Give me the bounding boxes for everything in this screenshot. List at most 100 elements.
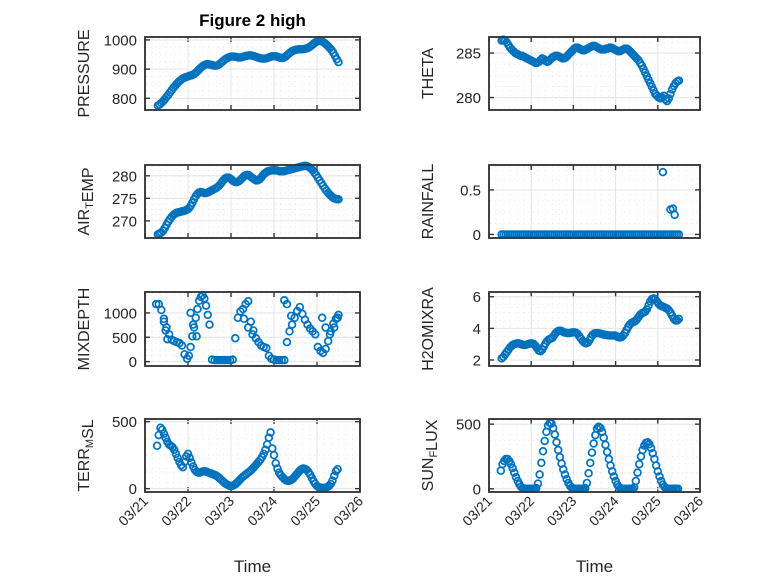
data-point — [269, 450, 279, 460]
data-point — [191, 313, 200, 323]
data-point — [186, 308, 195, 318]
data-point — [266, 428, 275, 437]
data-point — [644, 301, 653, 310]
data-point — [672, 316, 682, 325]
plot-frame — [488, 164, 701, 239]
subplot-mid-upper-left: 270 275 280 AIRTEMP — [76, 161, 361, 239]
subplot-top-left: 800 900 1000 PRESSURE — [76, 29, 361, 118]
data-point — [584, 469, 593, 478]
data-point — [642, 305, 652, 314]
data-point — [552, 438, 561, 447]
y-tick-label: 0 — [129, 481, 137, 498]
data-point — [151, 299, 161, 309]
data-point — [273, 464, 282, 473]
data-point — [508, 463, 517, 473]
x-tick-label: 03/21 — [459, 493, 495, 529]
y-tick-label: 500 — [112, 414, 137, 431]
data-series — [151, 291, 343, 365]
figure-title: Figure 2 high — [199, 11, 306, 30]
x-tick-label: 03/22 — [501, 493, 537, 529]
data-point — [177, 341, 187, 350]
x-tick-label: 03/23 — [201, 493, 237, 529]
data-point — [248, 330, 257, 339]
data-point — [295, 302, 305, 312]
data-point — [670, 210, 679, 220]
x-tick-label: 03/26 — [670, 493, 706, 529]
data-point — [287, 320, 297, 329]
data-point — [178, 462, 188, 472]
data-point — [173, 453, 182, 463]
plot-frame — [144, 36, 361, 111]
y-axis-label: PRESSURE — [76, 29, 93, 117]
data-point — [328, 476, 337, 485]
data-point — [218, 355, 227, 365]
data-point — [157, 305, 166, 315]
data-point — [272, 355, 281, 365]
data-point — [220, 355, 230, 365]
y-tick-label: 280 — [112, 168, 137, 185]
data-point — [638, 445, 647, 455]
subplot-mid-lower-right: 2 4 6 H2OMIXRA — [420, 287, 701, 371]
data-point — [646, 443, 656, 453]
data-point — [586, 458, 595, 468]
x-tick-label: 03/25 — [287, 493, 323, 529]
data-point — [188, 320, 198, 329]
data-series — [153, 161, 343, 239]
data-point — [666, 89, 675, 99]
data-point — [205, 320, 214, 329]
x-tick-label: 03/23 — [543, 493, 579, 529]
data-point — [334, 195, 343, 204]
data-point — [277, 355, 286, 365]
data-point — [510, 468, 519, 477]
data-point — [537, 458, 546, 468]
data-point — [560, 470, 570, 479]
data-point — [631, 476, 641, 486]
y-tick-label: 270 — [112, 213, 137, 230]
plot-frame — [488, 291, 701, 367]
data-point — [607, 467, 617, 476]
data-point — [589, 439, 598, 448]
y-axis-label: H2OMIXRA — [420, 287, 437, 371]
subplot-top-right: 280 285 THETA — [420, 35, 701, 111]
data-point — [333, 313, 342, 323]
data-point — [239, 314, 249, 324]
y-axis-label: SUNFLUX — [420, 419, 441, 491]
y-axis-label: RAINFALL — [420, 164, 437, 240]
data-point — [674, 76, 684, 85]
data-point — [212, 355, 222, 365]
data-series — [153, 36, 343, 110]
y-axis-label: MIXDEPTH — [76, 288, 93, 371]
data-point — [329, 323, 339, 332]
data-point — [550, 430, 560, 439]
data-point — [159, 429, 169, 438]
y-tick-label: 275 — [112, 191, 137, 208]
data-point — [582, 478, 592, 488]
data-point — [159, 317, 169, 326]
data-point — [157, 425, 167, 434]
data-point — [152, 441, 162, 451]
data-point — [664, 94, 674, 103]
x-tick-label: 03/24 — [586, 493, 622, 529]
data-point — [161, 326, 170, 335]
x-tick-label: 03/26 — [330, 493, 366, 529]
data-point — [321, 323, 330, 332]
data-point — [231, 334, 240, 343]
y-tick-label: 500 — [112, 330, 137, 347]
data-point — [653, 467, 663, 476]
data-point — [193, 304, 202, 314]
data-point — [282, 337, 292, 347]
data-point — [156, 423, 165, 432]
y-tick-label: 900 — [112, 62, 137, 79]
data-point — [325, 330, 335, 339]
data-point — [559, 465, 568, 474]
y-tick-label: 6 — [473, 289, 481, 306]
data-series — [497, 294, 684, 363]
data-point — [185, 453, 194, 463]
y-tick-label: 285 — [456, 46, 481, 63]
data-series — [496, 418, 683, 494]
data-point — [161, 433, 170, 443]
y-tick-label: 4 — [473, 321, 481, 338]
data-point — [331, 466, 341, 476]
y-tick-label: 280 — [456, 90, 481, 107]
